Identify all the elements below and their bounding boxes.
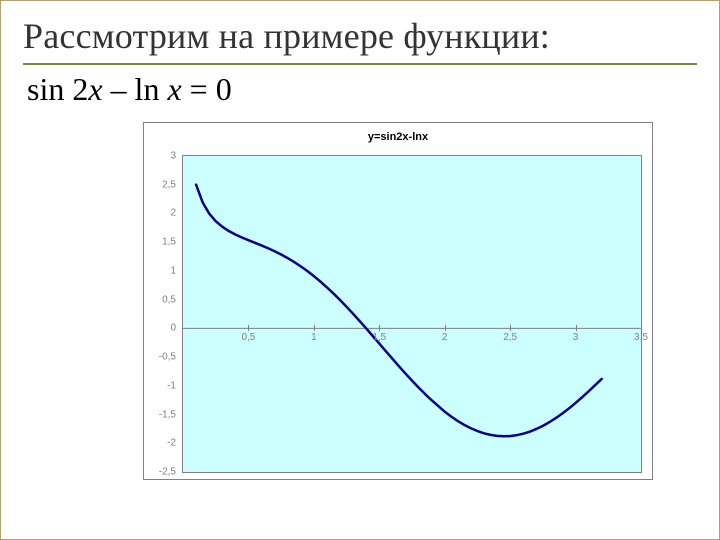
y-tick-label: 1 [144, 265, 176, 276]
plot-shell: -2,5 -2 -1,5 -1 -0,5 0 0,5 1 1,5 2 2,5 3 0,5 1 1,5 2 2,5… [144, 151, 652, 479]
y-tick-label: 1,5 [144, 237, 176, 248]
x-tick-mark [510, 325, 511, 331]
y-tick-label: -2 [144, 438, 176, 449]
chart-svg [183, 156, 641, 472]
y-tick-label: -1,5 [144, 409, 176, 420]
eq-mid: – ln [103, 71, 168, 107]
y-tick-label: 0,5 [144, 294, 176, 305]
slide-title: Рассмотрим на примере функции: [23, 15, 697, 57]
x-tick-mark [641, 325, 642, 331]
y-tick-label: 0 [144, 323, 176, 334]
x-tick-label: 1,5 [372, 332, 386, 343]
x-tick-label: 0,5 [241, 332, 255, 343]
title-underline [23, 63, 697, 65]
plot-area [182, 155, 642, 473]
equation-text: sin 2x – ln x = 0 [27, 71, 697, 108]
eq-suffix: = 0 [182, 71, 232, 107]
eq-var-x1: x [88, 71, 102, 107]
chart-frame: y=sin2x-lnx -2,5 -2 -1,5 -1 -0,5 0 0,5 1 1,5 2 2,5… [143, 122, 653, 480]
x-tick-label: 1 [311, 332, 317, 343]
x-tick-mark [445, 325, 446, 331]
x-tick-label: 3,5 [634, 332, 648, 343]
y-tick-label: 2 [144, 208, 176, 219]
x-tick-mark [379, 325, 380, 331]
y-tick-label: -2,5 [144, 467, 176, 478]
x-tick-label: 3 [573, 332, 579, 343]
x-tick-mark [314, 325, 315, 331]
chart-title: y=sin2x-lnx [144, 123, 652, 151]
y-tick-label: -0,5 [144, 352, 176, 363]
y-tick-label: 2,5 [144, 179, 176, 190]
chart-container: y=sin2x-lnx -2,5 -2 -1,5 -1 -0,5 0 0,5 1 1,5 2 2,5… [143, 122, 653, 480]
y-tick-label: 3 [144, 151, 176, 162]
x-tick-mark [576, 325, 577, 331]
slide-frame: Рассмотрим на примере функции: sin 2x – … [0, 0, 720, 540]
y-tick-label: -1 [144, 380, 176, 391]
x-tick-mark [248, 325, 249, 331]
eq-var-x2: x [167, 71, 181, 107]
x-tick-label: 2,5 [503, 332, 517, 343]
eq-prefix: sin 2 [27, 71, 88, 107]
x-tick-label: 2 [442, 332, 448, 343]
series-line [196, 185, 602, 437]
